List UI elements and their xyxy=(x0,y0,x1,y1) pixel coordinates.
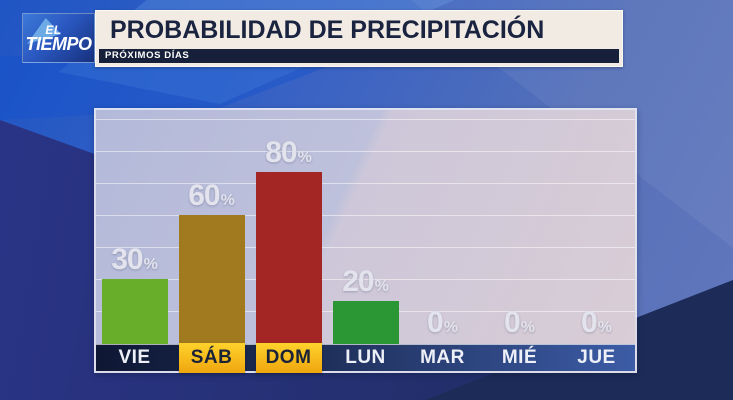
axis-label-jue: JUE xyxy=(577,347,616,368)
value-number: 0 xyxy=(504,306,521,339)
percent-sign: % xyxy=(520,319,535,336)
subtitle-bar: PRÓXIMOS DÍAS xyxy=(99,49,619,63)
value-label-dom: 80% xyxy=(265,136,312,170)
value-label-mie: 0% xyxy=(504,306,535,340)
axis-label-mie: MIÉ xyxy=(501,347,538,368)
value-label-lun: 20% xyxy=(342,265,389,299)
x-axis-bar: VIE SÁB DOM LUN MAR MIÉ JUE xyxy=(96,343,635,373)
axis-column-jue: JUE xyxy=(558,345,635,371)
plot-column-lun: 20% xyxy=(327,110,404,344)
axis-label-vie: VIE xyxy=(118,347,151,368)
gridline xyxy=(96,119,635,120)
axis-column-mie: MIÉ xyxy=(481,345,558,371)
page-title: PROBABILIDAD DE PRECIPITACIÓN xyxy=(110,16,545,44)
value-number: 80 xyxy=(265,136,297,169)
percent-sign: % xyxy=(374,278,389,295)
axis-column-lun: LUN xyxy=(327,345,404,371)
axis-label-mar: MAR xyxy=(420,347,465,368)
value-number: 0 xyxy=(581,306,598,339)
bar-lun xyxy=(332,301,399,344)
axis-column-vie: VIE xyxy=(96,345,173,371)
axis-label-dom: DOM xyxy=(265,347,312,368)
title-banner: PROBABILIDAD DE PRECIPITACIÓN PRÓXIMOS D… xyxy=(95,10,623,67)
value-label-sab: 60% xyxy=(188,179,235,213)
value-number: 0 xyxy=(427,306,444,339)
percent-sign: % xyxy=(297,149,312,166)
logo-text-tiempo: TIEMPO xyxy=(25,33,92,54)
plot-column-mie: 0% xyxy=(481,110,558,344)
value-label-mar: 0% xyxy=(427,306,458,340)
percent-sign: % xyxy=(220,192,235,209)
value-label-vie: 30% xyxy=(111,243,158,277)
bar-dom xyxy=(255,172,322,344)
bar-sab xyxy=(178,215,245,344)
plot-area: 30% 60% 80% 20% 0% 0% 0% xyxy=(96,110,635,344)
axis-label-sab: SÁB xyxy=(190,347,233,368)
value-number: 20 xyxy=(342,265,374,298)
axis-label-lun: LUN xyxy=(345,347,386,368)
el-tiempo-logo: EL TIEMPO xyxy=(22,13,95,63)
axis-column-dom: DOM xyxy=(250,343,327,373)
subtitle-text: PRÓXIMOS DÍAS xyxy=(105,50,190,61)
percent-sign: % xyxy=(597,319,612,336)
plot-column-mar: 0% xyxy=(404,110,481,344)
percent-sign: % xyxy=(143,256,158,273)
value-number: 30 xyxy=(111,243,143,276)
plot-column-jue: 0% xyxy=(558,110,635,344)
value-number: 60 xyxy=(188,179,220,212)
bar-vie xyxy=(101,279,168,344)
axis-column-sab: SÁB xyxy=(173,343,250,373)
axis-column-mar: MAR xyxy=(404,345,481,371)
plot-column-vie: 30% xyxy=(96,110,173,344)
plot-column-sab: 60% xyxy=(173,110,250,344)
plot-column-dom: 80% xyxy=(250,110,327,344)
percent-sign: % xyxy=(443,319,458,336)
chart-panel: 30% 60% 80% 20% 0% 0% 0% VIE SÁB DOM LUN MAR MIÉ JUE xyxy=(94,108,637,373)
value-label-jue: 0% xyxy=(581,306,612,340)
logo-text-el: EL xyxy=(45,22,62,37)
